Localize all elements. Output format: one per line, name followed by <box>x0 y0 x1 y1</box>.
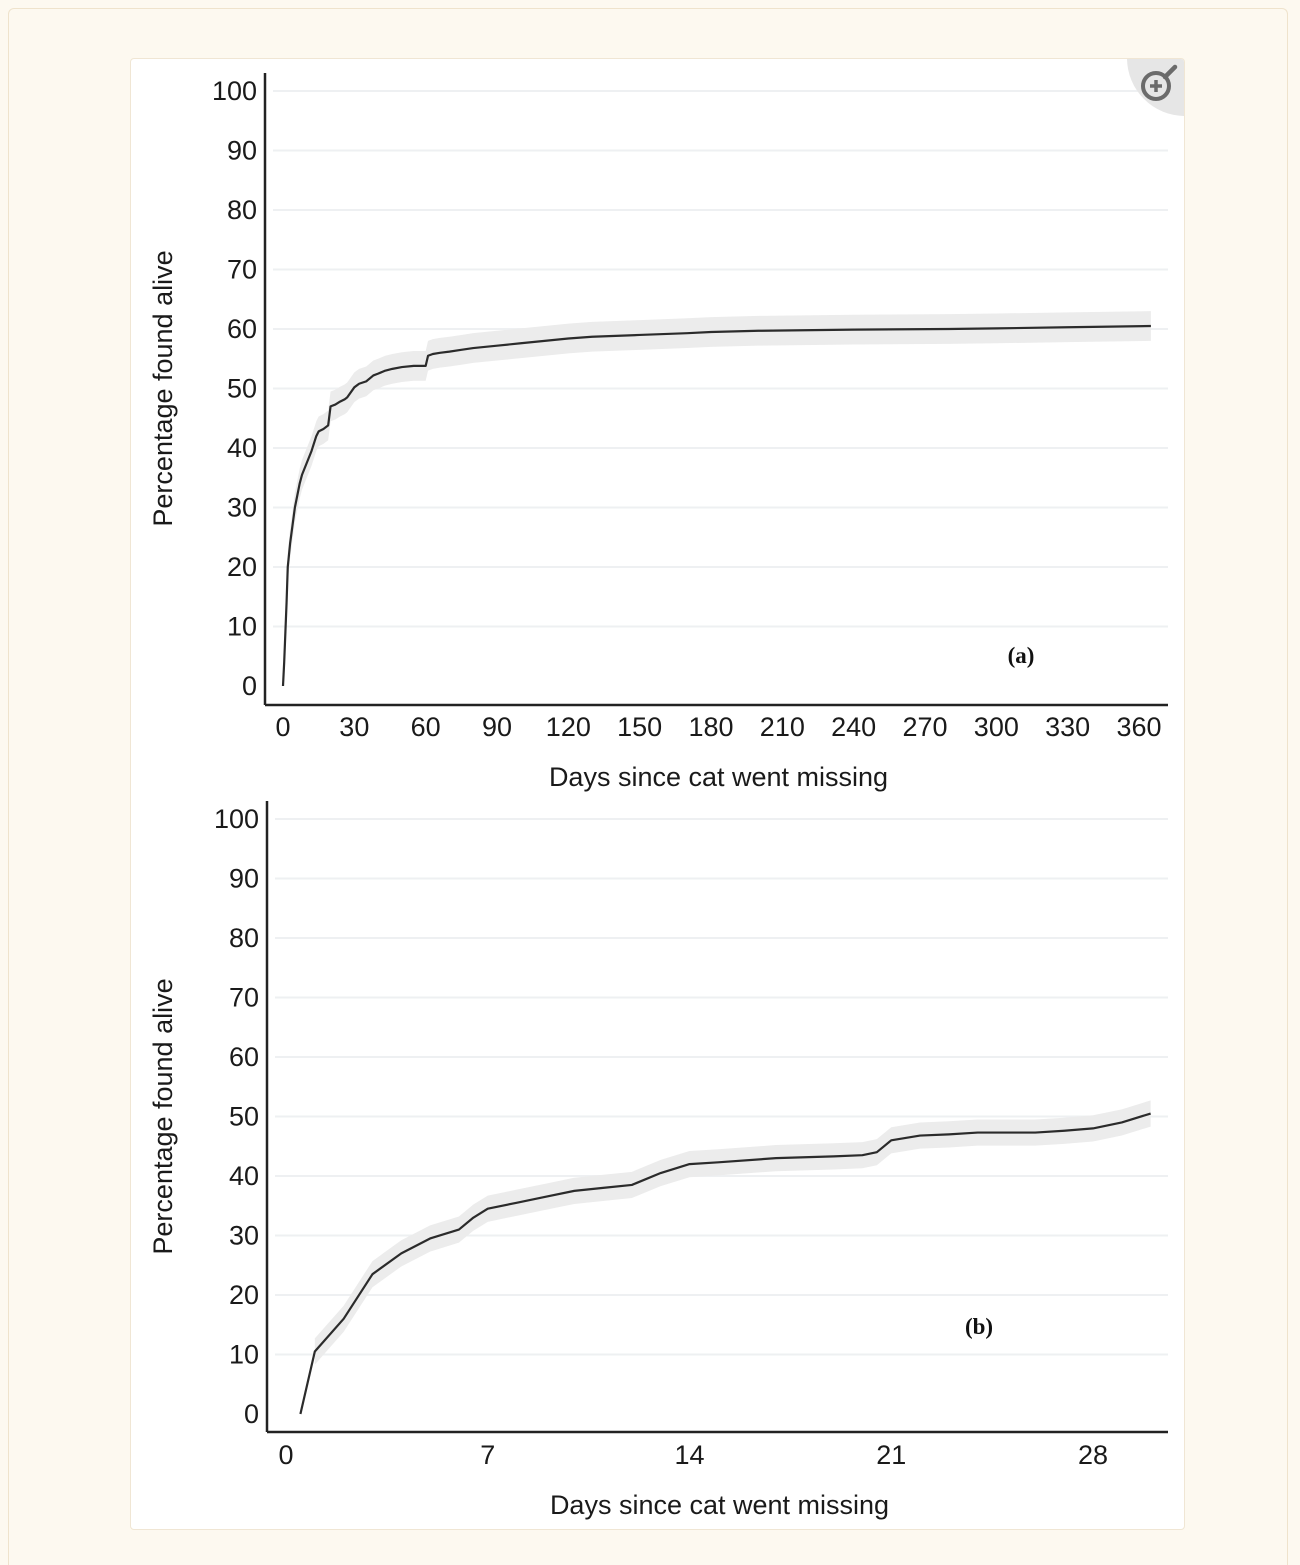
y-tick-label: 80 <box>227 195 257 225</box>
chart-a: 0 10 20 30 40 50 60 70 80 90 100 0 30 60 90 120 150 180 21… <box>148 73 1168 792</box>
chart-b: 0 10 20 30 40 50 60 70 80 90 100 0 7 14 21 28 Days since… <box>148 801 1168 1520</box>
y-tick-label: 50 <box>229 1102 259 1132</box>
y-tick-label: 90 <box>227 136 257 166</box>
series-line <box>281 324 1151 687</box>
x-tick-label: 270 <box>902 712 947 742</box>
y-tick-label: 40 <box>229 1161 259 1191</box>
x-tick-label: 21 <box>876 1440 906 1470</box>
x-tick-label: 180 <box>688 712 733 742</box>
y-tick-label: 20 <box>229 1280 259 1310</box>
x-tick-label: 14 <box>674 1440 704 1470</box>
zoom-button[interactable] <box>1127 59 1184 116</box>
y-tick-label: 100 <box>214 804 259 834</box>
x-tick-label: 90 <box>482 712 512 742</box>
x-tick-label: 0 <box>278 1440 293 1470</box>
panel-label: (a) <box>1008 643 1035 668</box>
y-tick-label: 10 <box>227 612 257 642</box>
y-tick-label: 40 <box>227 433 257 463</box>
y-tick-label: 70 <box>229 983 259 1013</box>
x-tick-label: 330 <box>1045 712 1090 742</box>
y-tick-label: 0 <box>244 1399 259 1429</box>
y-tick-label: 70 <box>227 255 257 285</box>
page-frame: 0 10 20 30 40 50 60 70 80 90 100 0 30 60 90 120 150 180 21… <box>8 8 1288 1565</box>
x-tick-label: 0 <box>275 712 290 742</box>
y-tick-label: 30 <box>229 1221 259 1251</box>
y-tick-label: 90 <box>229 864 259 894</box>
x-tick-label: 120 <box>546 712 591 742</box>
y-tick-label: 0 <box>242 671 257 701</box>
series-line <box>299 1112 1151 1415</box>
x-tick-label: 60 <box>411 712 441 742</box>
x-axis-title: Days since cat went missing <box>549 762 888 792</box>
x-axis-title: Days since cat went missing <box>550 1490 889 1520</box>
y-tick-label: 60 <box>227 314 257 344</box>
x-tick-label: 30 <box>339 712 369 742</box>
x-tick-label: 360 <box>1116 712 1161 742</box>
x-tick-label: 240 <box>831 712 876 742</box>
zoom-in-icon <box>1141 64 1178 101</box>
x-tick-label: 300 <box>974 712 1019 742</box>
x-tick-label: 28 <box>1078 1440 1108 1470</box>
y-tick-label: 10 <box>229 1340 259 1370</box>
y-tick-label: 20 <box>227 552 257 582</box>
y-axis-title: Percentage found alive <box>148 250 178 526</box>
y-axis-title: Percentage found alive <box>148 978 178 1254</box>
y-tick-label: 100 <box>212 76 257 106</box>
figure-panel: 0 10 20 30 40 50 60 70 80 90 100 0 30 60 90 120 150 180 21… <box>130 58 1185 1530</box>
x-tick-label: 150 <box>617 712 662 742</box>
panel-label: (b) <box>965 1314 993 1339</box>
y-tick-label: 60 <box>229 1042 259 1072</box>
x-tick-label: 7 <box>480 1440 495 1470</box>
x-tick-label: 210 <box>760 712 805 742</box>
y-tick-label: 30 <box>227 493 257 523</box>
confidence-band <box>314 1100 1151 1365</box>
y-tick-label: 80 <box>229 923 259 953</box>
y-tick-label: 50 <box>227 374 257 404</box>
